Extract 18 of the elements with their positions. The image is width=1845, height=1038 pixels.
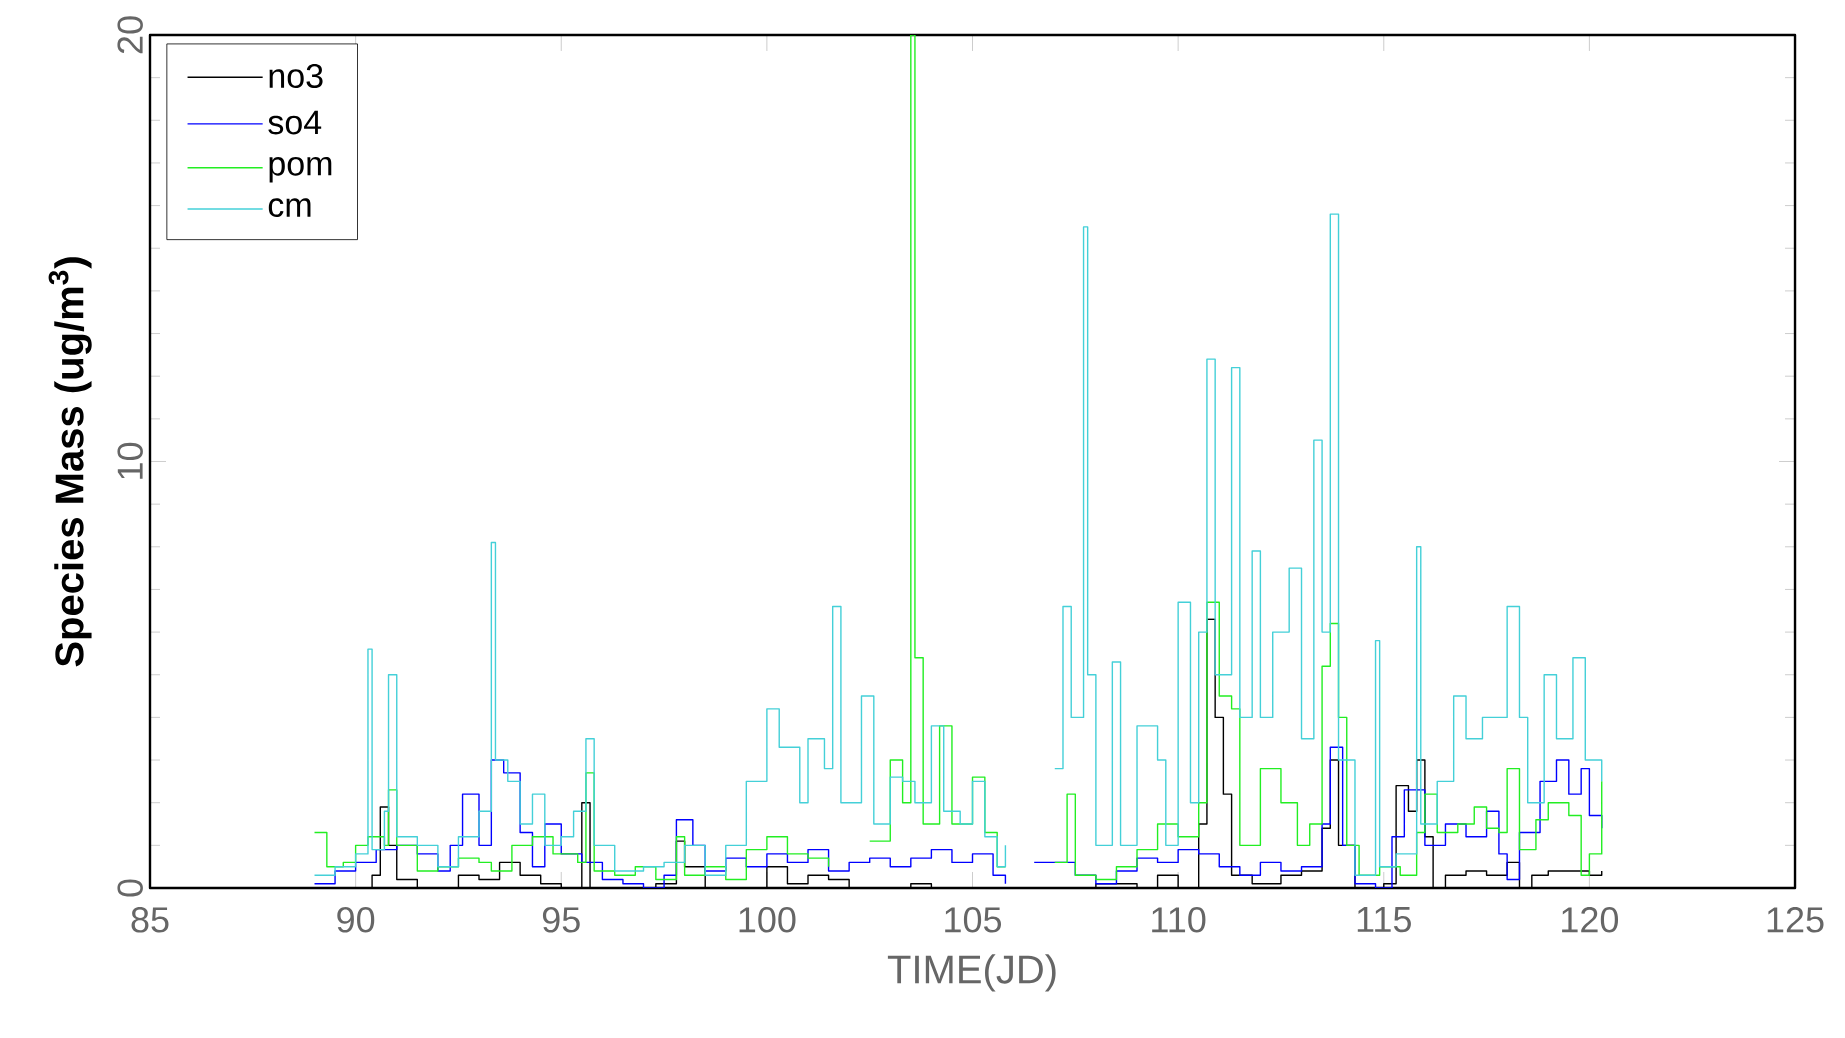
y-axis-title: Species Mass (ug/m$^{3}$) (48, 257, 92, 667)
y-tick-label: 0 (117, 879, 143, 897)
x-tick-label: 110 (1152, 907, 1206, 933)
legend-label: no3 (269, 63, 323, 88)
x-tick-label: 125 (1767, 907, 1824, 933)
x-tick-label: 100 (739, 907, 796, 933)
y-tick-label: 20 (117, 16, 143, 54)
x-tick-label: 115 (1357, 907, 1411, 933)
legend-label: so4 (268, 110, 322, 135)
x-tick-label: 120 (1562, 907, 1619, 933)
x-tick-label: 95 (542, 907, 580, 933)
legend-label: pom (269, 157, 332, 183)
y-tick-label: 10 (117, 442, 143, 479)
x-tick-label: 90 (337, 907, 375, 933)
x-tick-label: 105 (945, 907, 1002, 933)
legend-label: cm (268, 198, 311, 217)
x-tick-label: 85 (131, 907, 169, 933)
x-axis-title: TIME(JD) (887, 954, 1056, 992)
